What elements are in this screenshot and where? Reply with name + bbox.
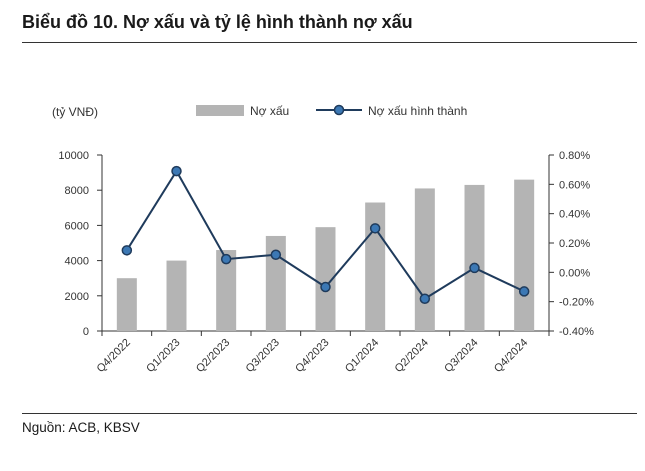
title-divider (22, 42, 637, 43)
left-tick-label: 4000 (65, 256, 89, 268)
right-tick-label: 0.60% (559, 179, 590, 191)
line-point-Q2/2024 (419, 293, 431, 304)
x-tick-label: Q4/2022 (95, 337, 133, 375)
legend-line-label: Nợ xấu hình thành (368, 104, 467, 118)
right-tick-label: 0.00% (559, 267, 590, 279)
x-tick-label: Q3/2024 (442, 337, 480, 375)
right-tick-label: 0.20% (559, 238, 590, 250)
bar-Q3/2023 (265, 235, 286, 331)
bar-Q2/2023 (216, 250, 237, 331)
line-point-Q3/2024 (469, 262, 480, 274)
bar-Q4/2023 (315, 227, 336, 331)
left-tick-label: 10000 (58, 150, 89, 162)
left-tick-label: 8000 (65, 185, 89, 197)
x-tick-label: Q1/2023 (144, 337, 182, 375)
bar-Q4/2022 (116, 278, 137, 331)
legend-bar-swatch (196, 105, 244, 116)
line-point-Q1/2023 (171, 165, 182, 177)
line-point-Q3/2023 (270, 249, 282, 260)
bar-Q1/2024 (365, 202, 386, 331)
line-series (121, 165, 530, 304)
right-tick-label: 0.80% (559, 150, 590, 162)
line-point-Q1/2024 (369, 223, 381, 234)
line-point-Q4/2023 (320, 281, 331, 293)
bar-Q4/2024 (514, 179, 535, 331)
line-point-Q4/2024 (518, 286, 530, 297)
bar-Q2/2024 (414, 188, 435, 331)
bar-series (116, 179, 535, 331)
chart-title: Biểu đồ 10. Nợ xấu và tỷ lệ hình thành n… (22, 12, 413, 32)
legend-bar-label: Nợ xấu (250, 104, 289, 118)
right-tick-label: -0.40% (559, 326, 594, 338)
x-tick-label: Q2/2024 (393, 337, 431, 375)
x-tick-label: Q2/2023 (194, 337, 232, 375)
x-tick-label: Q1/2024 (343, 337, 381, 375)
combo-chart: 0 2000 4000 6000 8000 10000 -0.40% -0.20% 0.00% 0… (52, 104, 594, 375)
left-tick-label: 0 (83, 326, 89, 338)
right-tick-label: 0.40% (559, 209, 590, 221)
left-tick-label: 6000 (65, 220, 89, 232)
line-point-Q4/2022 (121, 245, 133, 256)
source-note: Nguồn: ACB, KBSV (22, 420, 140, 435)
bar-Q1/2023 (166, 260, 187, 331)
x-tick-label: Q4/2024 (492, 337, 530, 375)
x-axis-labels: Q4/2022 Q1/2023 Q2/2023 Q3/2023 Q4/2023 Q1/20… (95, 337, 531, 375)
left-tick-label: 2000 (65, 291, 89, 303)
x-tick-label: Q4/2023 (293, 337, 331, 375)
right-tick-label: -0.20% (559, 297, 594, 309)
chart-legend: (tỷ VNĐ) Nợ xấu Nợ xấu hình thành (52, 104, 467, 119)
x-tick-label: Q3/2023 (244, 337, 282, 375)
legend-line-marker (333, 104, 345, 116)
left-axis-unit: (tỷ VNĐ) (52, 105, 98, 119)
footer-divider (22, 413, 637, 414)
line-point-Q2/2023 (220, 253, 232, 265)
bar-Q3/2024 (464, 184, 485, 331)
